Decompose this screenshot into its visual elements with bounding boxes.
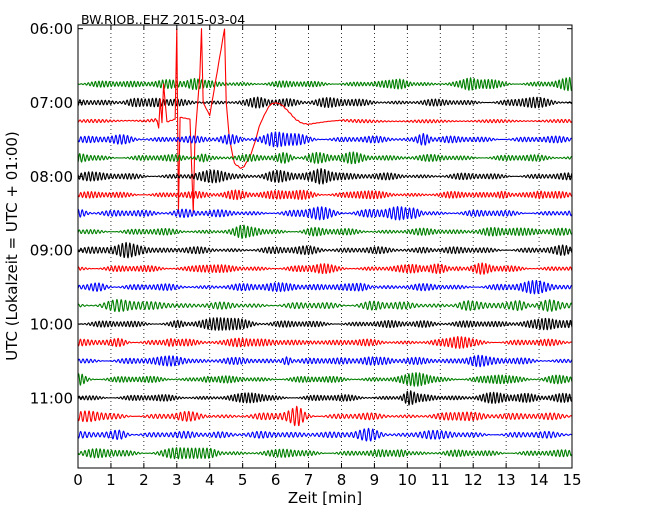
y-tick-label: 08:00 (30, 168, 73, 186)
seismic-trace (78, 427, 572, 442)
seismic-trace (78, 189, 572, 201)
y-tick-label: 10:00 (30, 316, 73, 334)
seismic-trace (78, 317, 572, 331)
trace-group (78, 28, 572, 460)
x-tick-label: 9 (370, 471, 380, 489)
seismic-trace (78, 241, 572, 259)
seismic-trace (78, 372, 572, 387)
x-tick-label: 6 (271, 471, 281, 489)
x-tick-label: 4 (205, 471, 215, 489)
event-trace (78, 28, 572, 214)
seismic-trace (78, 224, 572, 239)
chart-title: BW.RJOB..EHZ 2015-03-04 (81, 12, 245, 27)
x-tick-label: 5 (238, 471, 248, 489)
axes-frame (77, 24, 573, 469)
seismic-trace (78, 354, 572, 368)
x-tick-label: 7 (304, 471, 314, 489)
seismic-trace (78, 299, 572, 313)
seismic-trace (78, 447, 572, 460)
y-tick-label: 07:00 (30, 94, 73, 112)
seismic-trace (78, 336, 572, 349)
x-tick-label: 15 (562, 471, 581, 489)
seismic-trace (78, 279, 572, 295)
x-tick-label: 8 (337, 471, 347, 489)
x-tick-label: 1 (106, 471, 116, 489)
x-tick-label: 3 (172, 471, 182, 489)
seismic-trace (78, 405, 572, 427)
x-axis-label: Zeit [min] (288, 489, 362, 507)
y-axis-label: UTC (Lokalzeit = UTC + 01:00) (3, 131, 21, 361)
x-tick-label: 11 (431, 471, 450, 489)
x-tick-label: 2 (139, 471, 149, 489)
y-tick-label: 06:00 (30, 20, 73, 38)
y-tick-label: 09:00 (30, 242, 73, 260)
x-tick-label: 14 (530, 471, 549, 489)
seismic-trace (78, 76, 572, 92)
seismic-trace (78, 262, 572, 275)
seismic-trace (78, 131, 572, 148)
x-tick-label: 0 (73, 471, 83, 489)
y-axis: 06:00 07:00 08:00 09:00 10:00 11:00 (30, 20, 572, 407)
x-axis: 0 1 2 3 4 5 6 7 8 9 10 11 12 13 14 15 (73, 25, 582, 489)
x-tick-label: 12 (464, 471, 483, 489)
seismic-trace (78, 206, 572, 221)
x-tick-label: 10 (398, 471, 417, 489)
seismic-trace (78, 390, 572, 406)
seismic-trace (78, 168, 572, 185)
seismic-trace (78, 151, 572, 165)
y-tick-label: 11:00 (30, 389, 73, 407)
x-tick-label: 13 (497, 471, 516, 489)
